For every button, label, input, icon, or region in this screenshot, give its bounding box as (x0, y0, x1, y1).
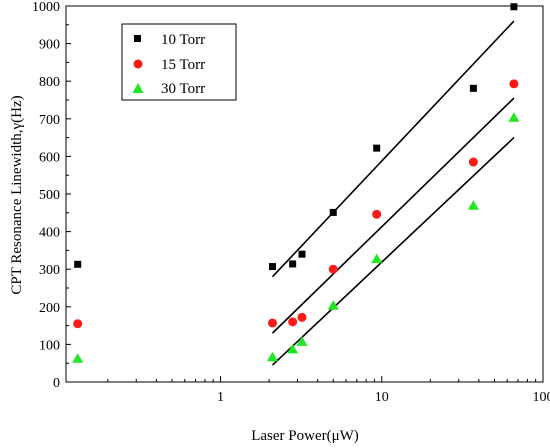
y-tick-label: 400 (39, 226, 60, 241)
data-point-circle (73, 319, 83, 329)
legend-label: 15 Torr (161, 57, 205, 73)
x-tick-label: 100 (533, 390, 550, 405)
x-axis-title: Laser Power(μW) (251, 428, 359, 444)
fit-line (271, 97, 515, 334)
legend-triangle-marker (132, 83, 144, 93)
x-tick-label: 1 (217, 390, 224, 405)
fit-line (271, 20, 515, 278)
legend-item-15-torr: 15 Torr (133, 57, 205, 73)
data-point-circle (288, 317, 298, 327)
data-point-triangle (467, 200, 479, 210)
data-point-circle (268, 318, 278, 328)
y-tick-label: 600 (39, 150, 60, 165)
y-tick-label: 700 (39, 113, 60, 128)
x-axis: 1 10 100 (107, 376, 550, 405)
y-axis-title: CPT Resonance Linewidth,γ(Hz) (9, 95, 25, 294)
data-point-triangle (327, 300, 339, 310)
data-point-triangle (72, 353, 84, 363)
x-tick-label: 10 (375, 390, 389, 405)
data-point-square (289, 260, 297, 268)
data-point-circle (372, 209, 382, 219)
data-point-square (329, 208, 337, 216)
data-point-square (269, 263, 277, 271)
legend-square-marker (134, 35, 141, 42)
y-tick-label: 200 (39, 301, 60, 316)
data-point-circle (468, 157, 478, 167)
y-tick-label: 100 (39, 338, 60, 353)
data-point-triangle (287, 343, 299, 354)
legend-item-10-torr: 10 Torr (134, 32, 205, 48)
legend-item-30-torr: 30 Torr (132, 81, 205, 97)
legend-label: 10 Torr (161, 32, 205, 48)
y-tick-label: 500 (39, 188, 60, 203)
data-point-triangle (267, 351, 279, 362)
y-tick-label: 300 (39, 263, 60, 278)
legend-label: 30 Torr (161, 81, 205, 97)
legend-circle-marker (133, 59, 143, 69)
data-point-triangle (508, 112, 520, 122)
y-tick-label: 1000 (32, 0, 60, 15)
data-point-circle (297, 312, 307, 322)
fit-line (271, 137, 515, 366)
y-tick-label: 900 (39, 38, 60, 53)
y-tick-label: 0 (53, 376, 60, 391)
data-point-circle (328, 264, 338, 274)
data-point-square (298, 250, 306, 258)
data-point-square (510, 3, 518, 11)
data-point-triangle (371, 253, 383, 264)
data-point-square (469, 84, 477, 92)
y-axis: 0 100 200 300 400 500 600 700 800 900 1000 (32, 0, 71, 391)
y-tick-label: 800 (39, 75, 60, 90)
fit-lines (271, 20, 515, 366)
data-point-square (373, 144, 381, 152)
data-point-triangle (296, 336, 308, 346)
data-point-square (74, 260, 82, 268)
data-points (72, 3, 520, 363)
legend: 10 Torr 15 Torr 30 Torr (121, 23, 237, 101)
data-point-circle (509, 79, 519, 89)
